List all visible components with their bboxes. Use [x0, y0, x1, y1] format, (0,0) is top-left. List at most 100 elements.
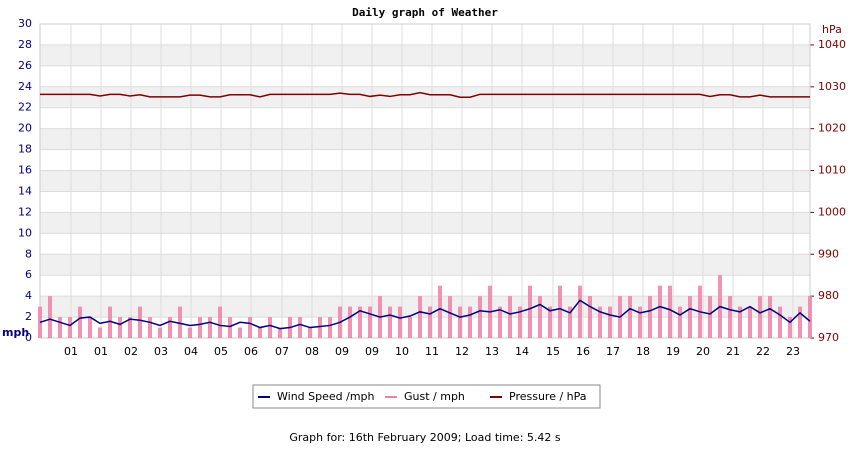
legend-box — [252, 384, 601, 409]
gust-bar — [448, 296, 452, 338]
x-tick-label: 22 — [756, 345, 770, 358]
y-tick-label: 4 — [25, 289, 32, 302]
gust-bar — [358, 306, 362, 338]
gust-bar — [568, 306, 572, 338]
gust-bar — [238, 327, 242, 338]
gust-bar — [318, 317, 322, 338]
gust-bar — [808, 296, 812, 338]
gust-bar — [368, 306, 372, 338]
gust-bar — [588, 296, 592, 338]
gust-bar — [178, 306, 182, 338]
grid-band — [40, 254, 810, 276]
gust-bar — [748, 306, 752, 338]
gust-bar — [738, 306, 742, 338]
gust-bar — [608, 306, 612, 338]
series-line — [40, 91, 810, 99]
gust-bar — [638, 306, 642, 338]
x-tick-label: 07 — [275, 345, 289, 358]
y-tick-label: 6 — [25, 268, 32, 281]
gust-bar — [198, 317, 202, 338]
x-tick-label: 13 — [485, 345, 499, 358]
gust-bar — [758, 296, 762, 338]
y-tick-label: 18 — [18, 143, 32, 156]
y-tick-label: 10 — [18, 226, 32, 239]
x-tick-label: 03 — [154, 345, 168, 358]
gust-bar — [48, 296, 52, 338]
gust-bar — [218, 306, 222, 338]
gust-bar — [578, 285, 582, 338]
y-tick-label: 26 — [18, 59, 32, 72]
gust-bar — [428, 306, 432, 338]
y2-tick-label: 1010 — [818, 164, 846, 177]
gust-bar — [788, 317, 792, 338]
gust-bar — [528, 285, 532, 338]
x-tick-label: 20 — [696, 345, 710, 358]
y-tick-label: 20 — [18, 122, 32, 135]
x-tick-label: 05 — [214, 345, 228, 358]
gust-bar — [118, 317, 122, 338]
x-tick-label: 23 — [786, 345, 800, 358]
y-tick-label: 24 — [18, 80, 32, 93]
x-tick-label: 17 — [606, 345, 620, 358]
grid-band — [40, 128, 810, 150]
y-tick-label: 12 — [18, 205, 32, 218]
x-tick-label: 06 — [244, 345, 258, 358]
gust-bar — [538, 296, 542, 338]
gust-bar — [418, 296, 422, 338]
legend-label: Gust / mph — [404, 390, 465, 403]
y2-tick-label: 1000 — [818, 205, 846, 218]
grid-band — [40, 296, 810, 318]
gust-bar — [508, 296, 512, 338]
gust-bar — [728, 296, 732, 338]
gust-bar — [648, 296, 652, 338]
grid-band — [40, 212, 810, 234]
x-tick-label: 19 — [666, 345, 680, 358]
gust-bar — [108, 306, 112, 338]
gust-bar — [148, 317, 152, 338]
y-tick-label: 8 — [25, 247, 32, 260]
gust-bar — [188, 327, 192, 338]
grid-band — [40, 86, 810, 108]
gust-bar — [768, 296, 772, 338]
gust-bar — [88, 317, 92, 338]
x-tick-label: 09 — [335, 345, 349, 358]
legend-label: Wind Speed /mph — [277, 390, 375, 403]
plot-frame — [39, 23, 811, 339]
gust-bar — [518, 306, 522, 338]
gust-bar — [598, 306, 602, 338]
gust-bar — [278, 327, 282, 338]
y2-tick-label: 1040 — [818, 38, 846, 51]
y2-tick-label: 1020 — [818, 122, 846, 135]
x-tick-label: 04 — [184, 345, 198, 358]
gust-bar — [478, 296, 482, 338]
gust-bar — [208, 317, 212, 338]
x-tick-label: 10 — [395, 345, 409, 358]
y2-axis-label: hPa — [822, 23, 842, 36]
gust-bar — [138, 306, 142, 338]
y2-tick-label: 1030 — [818, 80, 846, 93]
gust-bar — [298, 317, 302, 338]
gust-bar — [78, 306, 82, 338]
gust-bar — [778, 306, 782, 338]
gust-bar — [128, 317, 132, 338]
x-tick-label: 11 — [425, 345, 439, 358]
gust-bar — [388, 306, 392, 338]
x-tick-label: 02 — [124, 345, 138, 358]
gust-bar — [678, 306, 682, 338]
y-tick-label: 28 — [18, 38, 32, 51]
y2-tick-label: 980 — [818, 289, 839, 302]
legend-label: Pressure / hPa — [509, 390, 587, 403]
gust-bar — [468, 306, 472, 338]
y-tick-label: 2 — [25, 310, 32, 323]
x-tick-label: 01 — [64, 345, 78, 358]
gust-bar — [268, 317, 272, 338]
gust-bar — [68, 317, 72, 338]
x-tick-label: 12 — [455, 345, 469, 358]
gust-bar — [228, 317, 232, 338]
gust-bar — [668, 285, 672, 338]
gust-bar — [248, 317, 252, 338]
x-tick-label: 01 — [94, 345, 108, 358]
gust-bar — [408, 317, 412, 338]
gust-bar — [258, 327, 262, 338]
chart-title: Daily graph of Weather — [352, 6, 498, 19]
